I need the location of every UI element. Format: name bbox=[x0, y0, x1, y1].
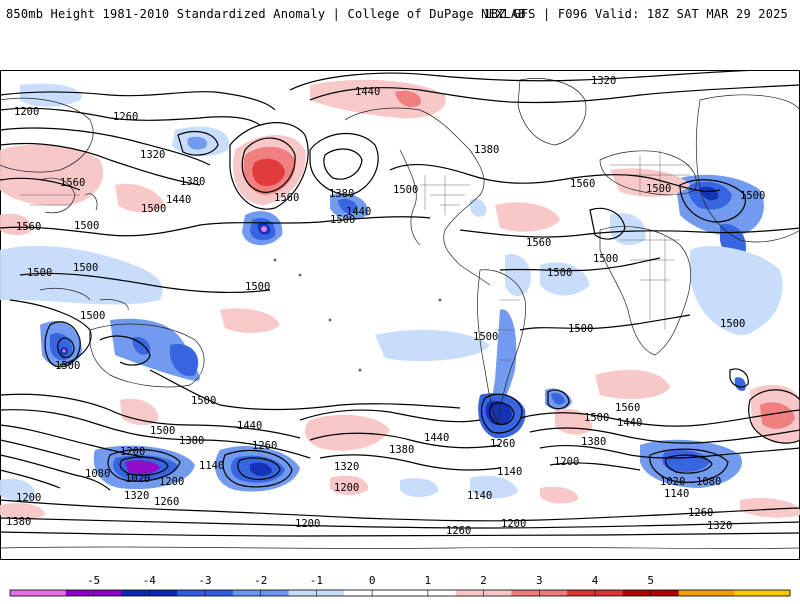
colorbar-tick-label: 0 bbox=[369, 574, 376, 587]
contour-label: 1440 bbox=[355, 86, 380, 98]
contour-label: 1200 bbox=[120, 446, 145, 458]
colorbar-segment bbox=[10, 590, 67, 596]
contour-label: 1500 bbox=[393, 184, 418, 196]
contour-label: 1500 bbox=[473, 331, 498, 343]
contour-label: 1440 bbox=[166, 194, 191, 206]
height-contours bbox=[0, 70, 800, 537]
contour-label: 1440 bbox=[346, 206, 371, 218]
contour-label: 1020 bbox=[660, 476, 685, 488]
political-borders bbox=[20, 150, 690, 361]
negative-anomaly-shading bbox=[0, 83, 783, 503]
contour-label: 1440 bbox=[237, 420, 262, 432]
contour-label: 1140 bbox=[467, 490, 492, 502]
colorbar-tick-label: -2 bbox=[254, 574, 267, 587]
contour-label: 1260 bbox=[252, 440, 277, 452]
contour-label: 1380 bbox=[180, 176, 205, 188]
contour-label: 1560 bbox=[615, 402, 640, 414]
anomaly-map: 1320 1320 1200 1260 1440 1380 1320 1560 … bbox=[0, 70, 800, 560]
contour-label: 1500 bbox=[141, 203, 166, 215]
colorbar-svg: -5 -4 -3 -2 -1 0 1 2 3 4 5 bbox=[9, 574, 791, 597]
contour-label: 1500 bbox=[191, 395, 216, 407]
colorbar-tick-label: -1 bbox=[310, 574, 323, 587]
contour-label: 1200 bbox=[295, 518, 320, 530]
contour-label: 1140 bbox=[664, 488, 689, 500]
contour-label: 1320 bbox=[124, 490, 149, 502]
colorbar-tick-label: -3 bbox=[198, 574, 211, 587]
contour-label: 1500 bbox=[73, 262, 98, 274]
contour-label: 1080 bbox=[696, 476, 721, 488]
contour-label: 1560 bbox=[570, 178, 595, 190]
contour-label: 1020 bbox=[125, 473, 150, 485]
map-svg: 1320 1320 1200 1260 1440 1380 1320 1560 … bbox=[0, 70, 800, 560]
colorbar-tick-label: -5 bbox=[87, 574, 100, 587]
contour-label: 1080 bbox=[85, 468, 110, 480]
contour-label: 1440 bbox=[617, 417, 642, 429]
contour-label: 1200 bbox=[554, 456, 579, 468]
contour-label: 1320 bbox=[591, 75, 616, 87]
colorbar-segment bbox=[734, 590, 791, 596]
contour-label: 1200 bbox=[334, 482, 359, 494]
colorbar-tick-label: -4 bbox=[143, 574, 157, 587]
contour-label: 1320 bbox=[140, 149, 165, 161]
contour-label: 1560 bbox=[16, 221, 41, 233]
header: 850mb Height 1981-2010 Standardized Anom… bbox=[0, 0, 800, 32]
contour-label: 1260 bbox=[154, 496, 179, 508]
contour-label: 1200 bbox=[159, 476, 184, 488]
contour-label: 1380 bbox=[474, 144, 499, 156]
colorbar-outline bbox=[9, 589, 791, 597]
contour-label: 1500 bbox=[720, 318, 745, 330]
contour-label: 1500 bbox=[547, 267, 572, 279]
contour-labels: 1320 1320 1200 1260 1440 1380 1320 1560 … bbox=[6, 70, 765, 537]
contour-label: 1200 bbox=[16, 492, 41, 504]
colorbar-tick-label: 1 bbox=[425, 574, 432, 587]
contour-label: 1500 bbox=[74, 220, 99, 232]
contour-label: 1500 bbox=[55, 360, 80, 372]
colorbar-tick-label: 2 bbox=[480, 574, 487, 587]
contour-label: 1500 bbox=[150, 425, 175, 437]
contour-label: 1380 bbox=[389, 444, 414, 456]
contour-label: 1500 bbox=[245, 281, 270, 293]
contour-label: 1560 bbox=[526, 237, 551, 249]
contour-label: 1380 bbox=[6, 516, 31, 528]
contour-label: 1140 bbox=[199, 460, 224, 472]
contour-label: 1200 bbox=[501, 518, 526, 530]
contour-label: 1380 bbox=[581, 436, 606, 448]
contour-label: 1500 bbox=[593, 253, 618, 265]
map-title: 850mb Height 1981-2010 Standardized Anom… bbox=[6, 7, 526, 21]
colorbar-tick-label: 4 bbox=[592, 574, 599, 587]
colorbar-segment bbox=[678, 590, 735, 596]
contour-label: 1500 bbox=[27, 267, 52, 279]
contour-label: 1320 bbox=[707, 520, 732, 532]
contour-label: 1260 bbox=[446, 525, 471, 537]
colorbar-tick-label: 3 bbox=[536, 574, 543, 587]
contour-label: 1440 bbox=[424, 432, 449, 444]
contour-label: 1200 bbox=[14, 106, 39, 118]
contour-label: 1260 bbox=[490, 438, 515, 450]
contour-label: 1500 bbox=[584, 412, 609, 424]
contour-label: 1500 bbox=[568, 323, 593, 335]
contour-label: 1320 bbox=[694, 70, 719, 74]
contour-label: 1260 bbox=[113, 111, 138, 123]
contour-label: 1500 bbox=[330, 214, 355, 226]
contour-label: 1380 bbox=[179, 435, 204, 447]
contour-label: 1320 bbox=[334, 461, 359, 473]
contour-label: 1560 bbox=[274, 192, 299, 204]
contour-label: 1500 bbox=[646, 183, 671, 195]
contour-label: 1560 bbox=[60, 177, 85, 189]
contour-label: 1500 bbox=[740, 190, 765, 202]
contour-label: 1380 bbox=[329, 188, 354, 200]
model-valid-time: 18Z GFS | F096 Valid: 18Z SAT MAR 29 202… bbox=[483, 7, 788, 21]
contour-label: 1140 bbox=[497, 466, 522, 478]
contour-label: 1260 bbox=[688, 507, 713, 519]
colorbar-tick-label: 5 bbox=[647, 574, 654, 587]
colorbar-legend: -5 -4 -3 -2 -1 0 1 2 3 4 5 bbox=[0, 570, 800, 600]
contour-label: 1500 bbox=[80, 310, 105, 322]
